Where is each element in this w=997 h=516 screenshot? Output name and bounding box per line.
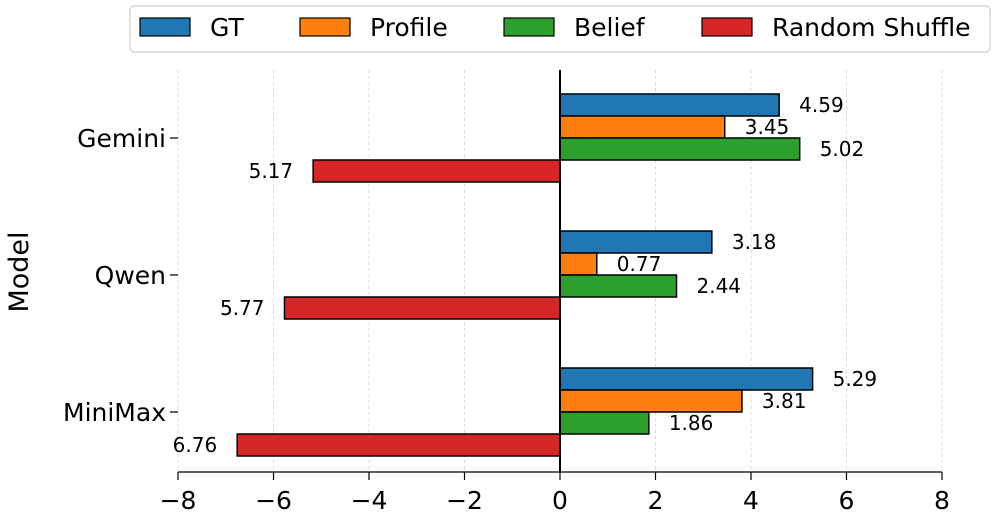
bar-gt-minimax [559, 367, 814, 391]
legend-label-random-shuffle: Random Shuffle [772, 13, 971, 42]
x-tick-label: −2 [446, 486, 483, 515]
bar-belief-gemini [559, 137, 801, 161]
bar-random-shuffle-minimax [236, 433, 561, 457]
legend-label-belief: Belief [574, 13, 646, 42]
bar-gt-qwen [559, 230, 713, 254]
bar-profile-minimax [559, 389, 743, 413]
bar-gt-gemini [559, 93, 780, 117]
data-label: 5.77 [220, 296, 265, 320]
data-label: 6.76 [173, 433, 218, 457]
data-label: 0.77 [617, 252, 662, 276]
data-label: 5.29 [833, 367, 878, 391]
bar-belief-qwen [559, 274, 678, 298]
data-label: 5.02 [820, 137, 865, 161]
axes: −8 −6 −4 −2 0 2 4 6 8 Gemini Qwen MiniMax [63, 70, 950, 515]
data-label: 1.86 [669, 411, 714, 435]
y-tick-label-gemini: Gemini [77, 124, 166, 153]
data-label: 3.18 [732, 230, 777, 254]
legend-label-gt: GT [210, 13, 244, 42]
x-tick-label: 6 [839, 486, 855, 515]
x-tick-label: −6 [255, 486, 292, 515]
data-label: 2.44 [697, 274, 742, 298]
legend: GT Profile Belief Random Shuffle [129, 5, 991, 53]
bar-random-shuffle-qwen [283, 296, 561, 320]
bar-profile-gemini [559, 115, 726, 139]
x-tick-label: 2 [648, 486, 664, 515]
x-tick-label: 8 [934, 486, 950, 515]
y-axis-label: Model [4, 231, 35, 312]
y-tick-label-minimax: MiniMax [63, 398, 166, 427]
bar-random-shuffle-gemini [312, 159, 561, 183]
x-tick-label: −8 [160, 486, 197, 515]
data-label: 3.81 [762, 389, 807, 413]
data-labels: 4.59 3.45 5.02 5.17 3.18 0.77 2.44 5.77 5.29 3.81… [173, 93, 877, 457]
bar-profile-qwen [559, 252, 598, 276]
legend-swatch-gt [139, 17, 191, 37]
x-tick-label: −4 [351, 486, 388, 515]
data-label: 3.45 [745, 115, 790, 139]
legend-swatch-belief [503, 17, 555, 37]
legend-swatch-random-shuffle [701, 17, 753, 37]
legend-swatch-profile [299, 17, 351, 37]
bar-belief-minimax [559, 411, 650, 435]
data-label: 4.59 [799, 93, 844, 117]
data-label: 5.17 [249, 159, 294, 183]
x-tick-label: 4 [743, 486, 759, 515]
x-tick-label: 0 [552, 486, 568, 515]
legend-label-profile: Profile [370, 13, 448, 42]
y-tick-label-qwen: Qwen [95, 261, 166, 290]
